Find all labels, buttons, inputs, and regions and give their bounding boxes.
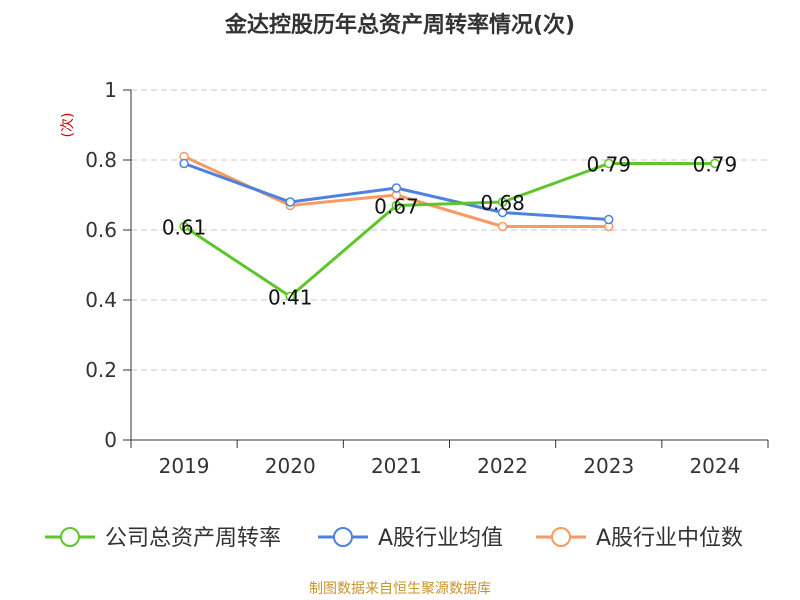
y-tick-label: 0.4 xyxy=(85,288,117,312)
y-tick-label: 0.6 xyxy=(85,218,117,242)
series-lines xyxy=(179,151,720,302)
y-tick-label: 0.8 xyxy=(85,148,117,172)
data-label: 0.41 xyxy=(268,286,313,310)
series-line xyxy=(183,162,715,298)
y-tick-label: 0.2 xyxy=(85,358,117,382)
data-label: 0.79 xyxy=(586,153,631,177)
data-point xyxy=(710,158,720,169)
legend-item[interactable]: 公司总资产周转率 xyxy=(45,526,281,551)
legend-marker-icon xyxy=(333,527,353,547)
data-point xyxy=(285,197,295,207)
legend-label: A股行业中位数 xyxy=(596,526,743,551)
data-point xyxy=(179,221,189,232)
data-point xyxy=(391,200,402,211)
chart-title: 金达控股历年总资产周转率情况(次) xyxy=(224,12,575,38)
data-label: 0.79 xyxy=(693,153,738,177)
x-tick-label: 2023 xyxy=(583,454,634,478)
source-note: 制图数据来自恒生聚源数据库 xyxy=(309,581,491,597)
data-point xyxy=(497,221,508,232)
grid-lines xyxy=(131,89,768,371)
data-point xyxy=(285,291,295,302)
x-tick-label: 2022 xyxy=(477,454,528,478)
y-axis-label: (次) xyxy=(60,113,76,138)
legend-marker-icon xyxy=(551,527,571,547)
legend-label: A股行业均值 xyxy=(378,526,503,551)
data-point xyxy=(497,207,508,218)
x-tick-label: 2021 xyxy=(371,454,422,478)
legend-label: 公司总资产周转率 xyxy=(105,526,281,551)
legend-item[interactable]: A股行业均值 xyxy=(318,526,503,551)
data-label: 0.67 xyxy=(374,195,419,219)
x-tick-label: 2024 xyxy=(689,454,740,478)
data-labels: 0.61 0.41 0.67 0.68 0.79 0.79 xyxy=(162,153,737,310)
data-label: 0.68 xyxy=(480,191,525,215)
legend-marker-icon xyxy=(60,527,80,547)
data-point xyxy=(604,158,614,169)
legend: 公司总资产周转率 A股行业均值 A股行业中位数 xyxy=(45,526,743,551)
data-point xyxy=(497,197,508,207)
legend-item[interactable]: A股行业中位数 xyxy=(536,526,743,551)
data-point xyxy=(179,158,189,169)
data-point xyxy=(604,214,614,225)
y-tick-label: 1 xyxy=(104,78,117,102)
x-tick-label: 2020 xyxy=(265,454,316,478)
x-tick-label: 2019 xyxy=(159,454,210,478)
data-label: 0.61 xyxy=(162,216,207,240)
y-tick-label: 0 xyxy=(104,428,117,452)
axes: 0 0.2 0.4 0.6 0.8 1 2019 2020 2021 2022 2023 2024 xyxy=(85,78,769,478)
data-point xyxy=(391,183,402,193)
